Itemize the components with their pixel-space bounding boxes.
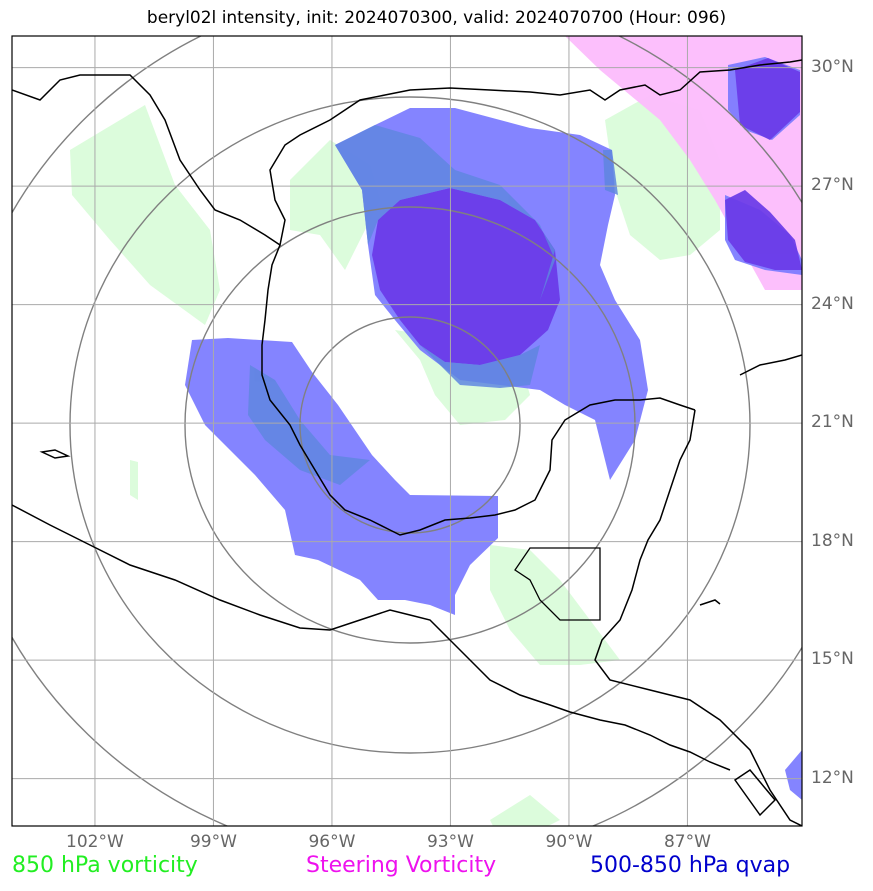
plot-frame xyxy=(11,35,803,827)
longitude-tick-label: 99°W xyxy=(189,832,237,852)
legend-850-vorticity: 850 hPa vorticity xyxy=(12,853,198,878)
latitude-tick-label: 15°N xyxy=(811,649,854,670)
qvap-dark-fill xyxy=(372,58,802,365)
longitude-tick-label: 87°W xyxy=(663,832,711,852)
latitude-tick-label: 24°N xyxy=(811,293,854,314)
legend-steering-vorticity: Steering Vorticity xyxy=(306,853,496,878)
legend-850-vorticity-label: 850 hPa vorticity xyxy=(12,853,198,878)
latitude-tick-label: 27°N xyxy=(811,175,854,196)
longitude-tick-label: 90°W xyxy=(545,832,593,852)
legend-qvap: 500-850 hPa qvap xyxy=(590,853,790,878)
latitude-tick-label: 21°N xyxy=(811,412,854,433)
longitude-tick-label: 93°W xyxy=(426,832,474,852)
longitude-tick-label: 96°W xyxy=(308,832,356,852)
range-rings xyxy=(12,36,802,826)
coastlines xyxy=(12,59,802,826)
latitude-tick-label: 30°N xyxy=(811,56,854,77)
latitude-tick-label: 12°N xyxy=(811,767,854,788)
longitude-tick-label: 102°W xyxy=(66,832,124,852)
graticule xyxy=(12,36,802,826)
legend-steering-vorticity-label: Steering Vorticity xyxy=(306,853,497,878)
latitude-tick-label: 18°N xyxy=(811,530,854,551)
map-title: beryl02l intensity, init: 2024070300, va… xyxy=(146,8,727,28)
overlap-fill xyxy=(248,125,618,485)
legend-qvap-label: 500-850 hPa qvap xyxy=(590,853,791,878)
